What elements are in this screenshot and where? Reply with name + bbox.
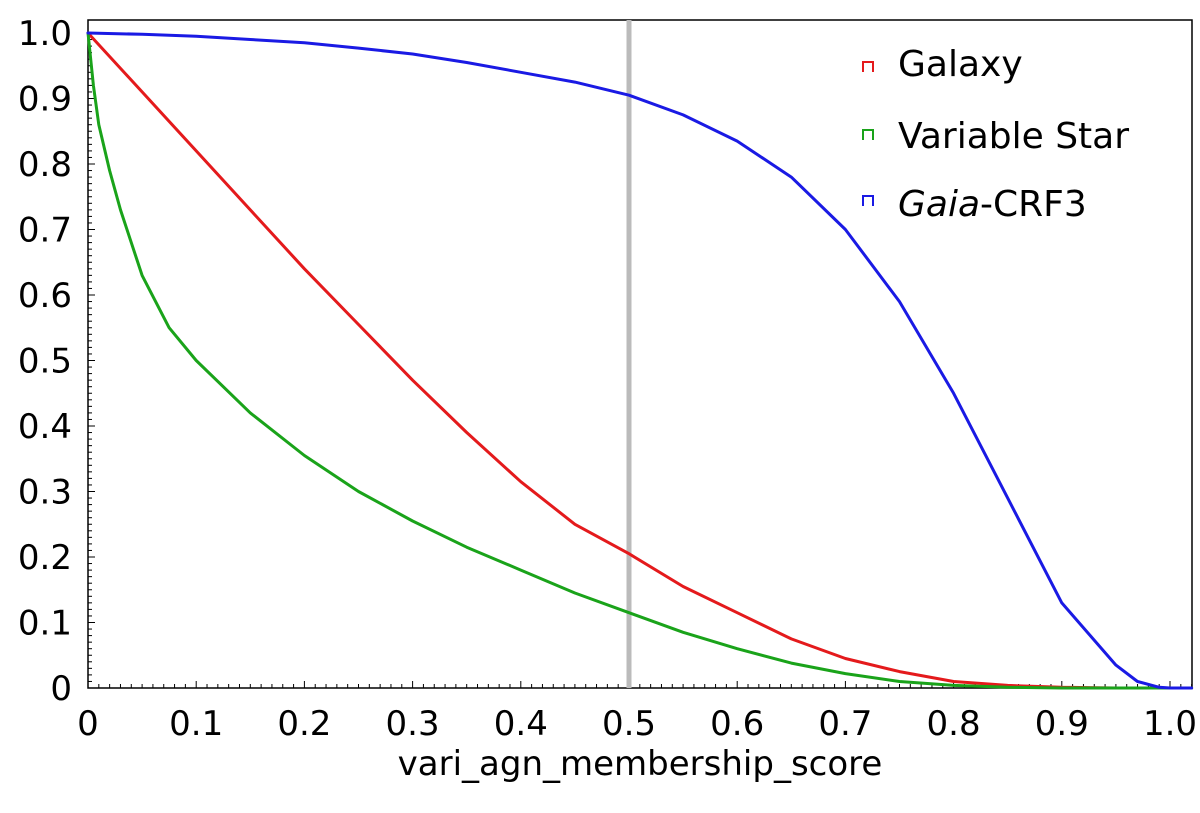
x-tick-label: 0.5 bbox=[602, 704, 656, 744]
x-tick-label: 0.3 bbox=[386, 704, 440, 744]
legend-item-variable-star: Variable Star bbox=[862, 116, 1129, 157]
legend-marker-variable-star bbox=[862, 129, 874, 140]
x-tick-label: 0.1 bbox=[169, 704, 223, 744]
x-tick-label: 0.9 bbox=[1035, 704, 1089, 744]
legend-label-gaia-crf3: Gaia-CRF3 bbox=[898, 184, 1087, 225]
series-line-variable-star bbox=[86, 31, 1194, 690]
x-tick-label: 0.6 bbox=[710, 704, 764, 744]
legend-item-gaia-crf3: Gaia-CRF3 bbox=[862, 184, 1087, 225]
x-tick-labels: 0 0.1 0.2 0.3 0.4 0.5 0.6 0.7 0.8 0.9 1.0 bbox=[77, 704, 1197, 744]
y-tick-label: 0.6 bbox=[18, 276, 72, 316]
series-group bbox=[86, 31, 1194, 690]
legend-label-variable-star: Variable Star bbox=[898, 116, 1129, 157]
y-tick-label: 0.5 bbox=[18, 342, 72, 382]
y-tick-label: 0.3 bbox=[18, 473, 72, 513]
x-tick-label: 0.7 bbox=[818, 704, 872, 744]
legend-label-gaia-suffix: -CRF3 bbox=[980, 184, 1087, 225]
y-tick-label: 0 bbox=[50, 669, 72, 709]
x-tick-label: 0.2 bbox=[277, 704, 331, 744]
legend-label-gaia-italic: Gaia bbox=[898, 184, 980, 225]
y-tick-label: 0.9 bbox=[18, 80, 72, 120]
legend-label-galaxy: Galaxy bbox=[898, 44, 1023, 85]
x-tick-label: 0.8 bbox=[927, 704, 981, 744]
y-tick-label: 1.0 bbox=[18, 14, 72, 54]
y-tick-label: 0.8 bbox=[18, 145, 72, 185]
x-tick-label: 0 bbox=[77, 704, 99, 744]
legend-marker-gaia-crf3 bbox=[862, 195, 874, 206]
y-tick-label: 0.2 bbox=[18, 538, 72, 578]
x-tick-label: 1.0 bbox=[1143, 704, 1197, 744]
legend-marker-galaxy bbox=[862, 61, 874, 72]
y-tick-label: 0.7 bbox=[18, 211, 72, 251]
x-axis-label: vari_agn_membership_score bbox=[398, 744, 883, 784]
y-tick-labels: 0 0.1 0.2 0.3 0.4 0.5 0.6 0.7 0.8 0.9 1.0 bbox=[18, 14, 72, 709]
y-tick-label: 0.1 bbox=[18, 604, 72, 644]
minor-ticks bbox=[87, 32, 1193, 689]
legend: Galaxy Variable Star Gaia-CRF3 bbox=[862, 44, 1129, 225]
y-tick-label: 0.4 bbox=[18, 407, 72, 447]
legend-item-galaxy: Galaxy bbox=[862, 44, 1023, 85]
x-tick-label: 0.4 bbox=[494, 704, 548, 744]
series-line-gaia-crf3 bbox=[86, 31, 1194, 690]
